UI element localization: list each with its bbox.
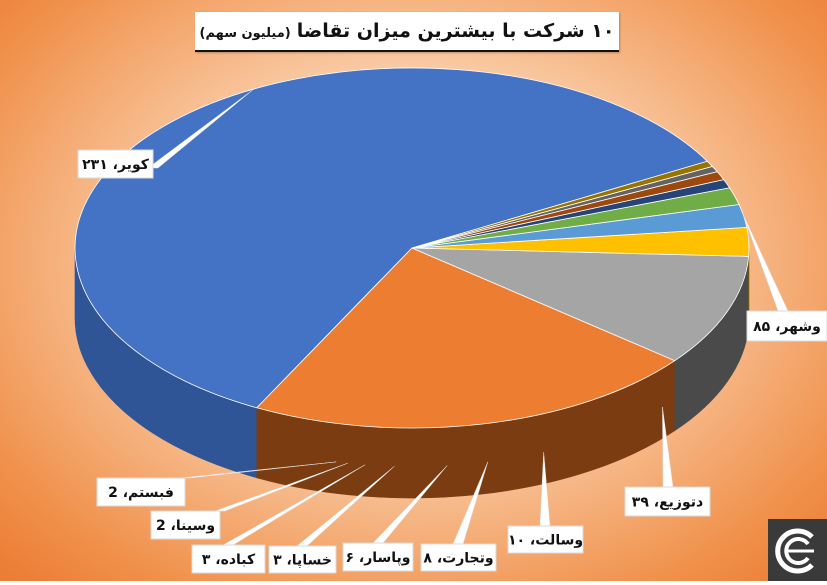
logo-icon (768, 519, 827, 581)
data-label-وپاسار: وپاسار، ۶ (345, 550, 410, 566)
data-label-کباده: کباده، ۳ (202, 552, 256, 568)
data-label-خساپا: خساپا، ۳ (273, 553, 332, 569)
brand-logo (768, 519, 827, 581)
leader-وشهر (743, 214, 788, 311)
data-label-وتجارت: وتجارت، ۸ (423, 551, 493, 567)
data-label-وشهر: وشهر، ۸۵ (753, 319, 821, 335)
data-label-وسالت: وسالت، ۱۰ (508, 533, 583, 549)
data-label-دتوزیع: دتوزیع، ۳۹ (632, 495, 703, 511)
data-label-وسینا: وسینا، 2 (156, 518, 215, 534)
data-label-کویر: کویر، ۲۳۱ (82, 157, 150, 173)
data-label-فبستم: فبستم، 2 (108, 485, 174, 501)
